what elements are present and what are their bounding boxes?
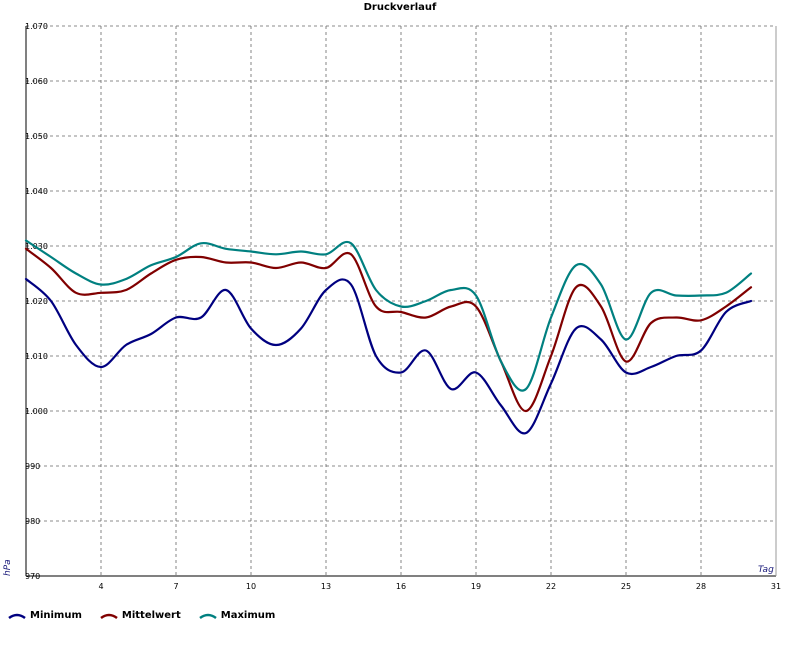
x-tick-label: 22 [546, 582, 556, 591]
x-tick-label: 31 [771, 582, 781, 591]
y-tick-label: 1.010 [25, 352, 48, 361]
y-tick-label: 980 [25, 517, 40, 526]
legend-label-mittelwert: Mittelwert [121, 610, 181, 621]
axes [25, 26, 777, 577]
x-axis-label: Tag [758, 565, 774, 575]
x-tick-label: 16 [396, 582, 406, 591]
legend-item-minimum: Minimum [8, 610, 82, 621]
legend-label-maximum: Maximum [220, 610, 276, 621]
y-tick-label: 1.050 [25, 132, 48, 141]
y-axis-label: hPa [3, 559, 13, 576]
x-tick-label: 28 [696, 582, 706, 591]
legend-item-maximum: Maximum [199, 610, 276, 621]
legend-label-minimum: Minimum [30, 610, 82, 621]
legend: Minimum Mittelwert Maximum [8, 610, 275, 621]
y-tick-label: 1.040 [25, 187, 48, 196]
y-tick-label: 1.000 [25, 407, 48, 416]
x-tick-label: 7 [173, 582, 178, 591]
legend-swatch-mittelwert [100, 612, 118, 620]
x-tick-label: 4 [98, 582, 103, 591]
y-tick-label: 1.070 [25, 22, 48, 31]
tick-labels: 9709809901.0001.0101.0201.0301.0401.0501… [25, 22, 781, 591]
series-line-mittelwert [24, 247, 753, 413]
x-tick-label: 10 [246, 582, 256, 591]
grid [26, 25, 777, 576]
x-tick-label: 13 [321, 582, 331, 591]
chart-background [0, 0, 800, 600]
y-tick-label: 1.060 [25, 77, 48, 86]
series-line-minimum [24, 277, 753, 435]
x-tick-label: 25 [621, 582, 631, 591]
legend-swatch-maximum [199, 612, 217, 620]
x-tick-label: 19 [471, 582, 481, 591]
chart-title: Druckverlauf [364, 2, 437, 13]
pressure-chart: Druckverlauf 970 980 990 1.000 1.010 1.020 1.0… [0, 0, 800, 600]
legend-swatch-minimum [8, 612, 26, 620]
series-line-maximum [24, 239, 753, 392]
y-tick-label: 1.020 [25, 297, 48, 306]
legend-item-mittelwert: Mittelwert [100, 610, 181, 621]
y-tick-label: 970 [25, 572, 40, 581]
y-tick-label: 990 [25, 462, 40, 471]
series-lines [24, 239, 753, 435]
